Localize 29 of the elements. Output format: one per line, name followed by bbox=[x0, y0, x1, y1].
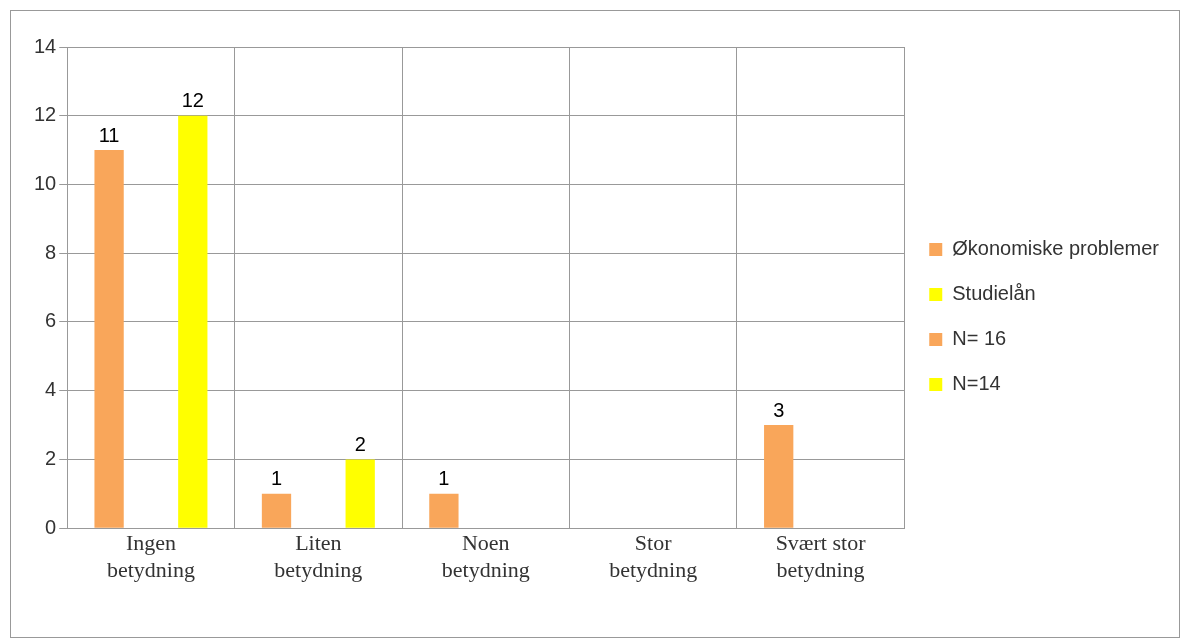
x-tick-label: Liten betydning bbox=[274, 530, 363, 582]
x-tick-label: Svært stor betydning bbox=[775, 530, 867, 582]
bar bbox=[345, 459, 375, 528]
y-tick-label: 2 bbox=[45, 446, 57, 469]
data-label: 1 bbox=[270, 467, 283, 490]
legend-label: N= 16 bbox=[952, 327, 1007, 350]
legend-label: Økonomiske problemer bbox=[952, 237, 1160, 260]
y-tick-label: 14 bbox=[34, 34, 57, 57]
y-tick-label: 8 bbox=[45, 240, 57, 263]
data-label: 11 bbox=[98, 123, 120, 146]
data-label: 2 bbox=[354, 432, 366, 455]
bar bbox=[178, 115, 208, 528]
data-label: 1 bbox=[438, 467, 450, 490]
bar bbox=[429, 493, 459, 528]
y-tick-label: 12 bbox=[34, 103, 57, 126]
bar bbox=[764, 425, 794, 528]
bar bbox=[94, 150, 124, 528]
data-label: 3 bbox=[773, 398, 785, 421]
y-tick-label: 4 bbox=[45, 378, 57, 401]
x-tick-label: Stor betydning bbox=[609, 530, 698, 582]
x-tick-label: Noen betydning bbox=[441, 530, 530, 582]
data-label: 12 bbox=[181, 89, 204, 112]
bar bbox=[261, 493, 292, 528]
y-tick-label: 0 bbox=[45, 515, 57, 538]
legend-label: N=14 bbox=[952, 372, 1001, 395]
y-tick-label: 10 bbox=[34, 172, 57, 194]
y-tick-label: 6 bbox=[45, 309, 57, 332]
x-tick-label: Ingen betydning bbox=[106, 530, 195, 582]
legend-label: Studielån bbox=[952, 282, 1036, 305]
